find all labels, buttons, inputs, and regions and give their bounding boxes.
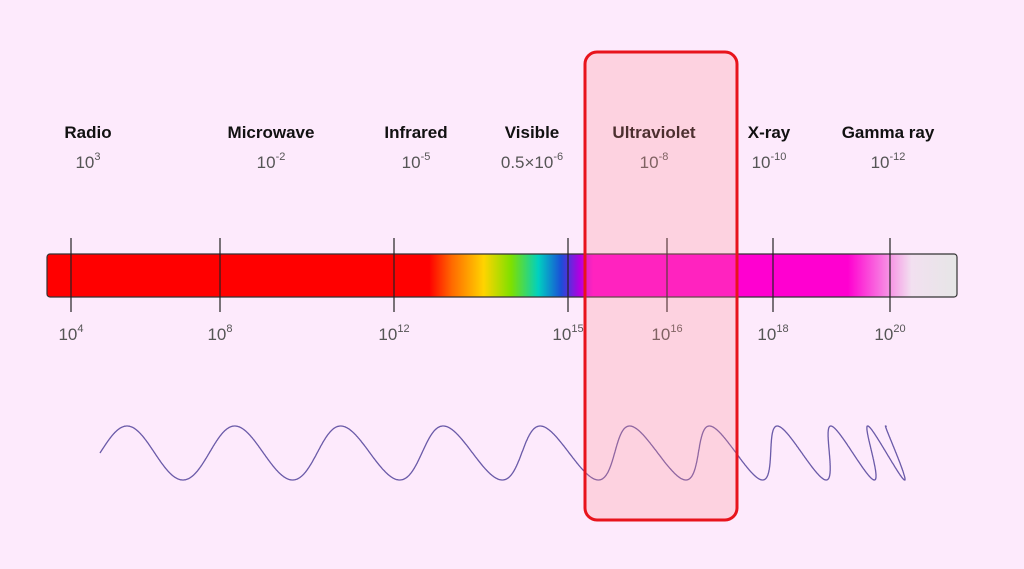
frequency-exponent: 8: [226, 323, 232, 335]
wavelength-base: 10: [257, 153, 276, 172]
frequency: 1018: [757, 323, 788, 344]
frequency-base: 10: [651, 325, 670, 344]
wavelength: 10-10: [752, 151, 787, 172]
band-name: Ultraviolet: [612, 123, 695, 142]
ultraviolet-highlight: [583, 50, 739, 522]
frequency-base: 10: [207, 325, 226, 344]
wavelength-exponent: -10: [771, 151, 787, 163]
wavelength-exponent: -2: [276, 151, 286, 163]
spectrum-bar: [46, 253, 958, 298]
wavelength-base: 10: [752, 153, 771, 172]
wavelength-base: 10: [871, 153, 890, 172]
frequency: 108: [207, 323, 232, 344]
wavelength-exponent: 3: [94, 151, 100, 163]
frequency-base: 10: [58, 325, 77, 344]
wavelength-exponent: -12: [890, 151, 906, 163]
frequency-base: 10: [378, 325, 397, 344]
wavelength-exponent: -5: [421, 151, 431, 163]
frequency: 1020: [874, 323, 905, 344]
frequency-exponent: 15: [571, 323, 583, 335]
frequency-exponent: 4: [77, 323, 83, 335]
wavelength: 103: [75, 151, 100, 172]
frequency: 1012: [378, 323, 409, 344]
wave: [99, 425, 906, 481]
frequency-exponent: 18: [776, 323, 788, 335]
wavelength: 10-5: [402, 151, 431, 172]
wavelength: 10-2: [257, 151, 286, 172]
band-name: X-ray: [748, 123, 791, 142]
frequency-base: 10: [552, 325, 571, 344]
frequency-base: 10: [874, 325, 893, 344]
wavelength-exponent: -8: [659, 151, 669, 163]
frequency-exponent: 16: [670, 323, 682, 335]
band-name: Gamma ray: [842, 123, 935, 142]
wavelength-base: 10: [75, 153, 94, 172]
frequency: 1015: [552, 323, 583, 344]
wavelength: 0.5×10-6: [501, 151, 563, 172]
wavelength-base: 10: [640, 153, 659, 172]
band-name: Infrared: [384, 123, 447, 142]
band-name: Microwave: [228, 123, 315, 142]
frequency: 1016: [651, 323, 682, 344]
frequency-exponent: 12: [397, 323, 409, 335]
frequency: 104: [58, 323, 83, 344]
band-name: Radio: [64, 123, 111, 142]
wavelength-base: 10: [402, 153, 421, 172]
wavelength: 10-8: [640, 151, 669, 172]
band-name: Visible: [505, 123, 560, 142]
wavelength-exponent: -6: [553, 151, 563, 163]
frequency-base: 10: [757, 325, 776, 344]
frequency-exponent: 20: [893, 323, 905, 335]
wavelength-base: 0.5×10: [501, 153, 553, 172]
wavelength: 10-12: [871, 151, 906, 172]
